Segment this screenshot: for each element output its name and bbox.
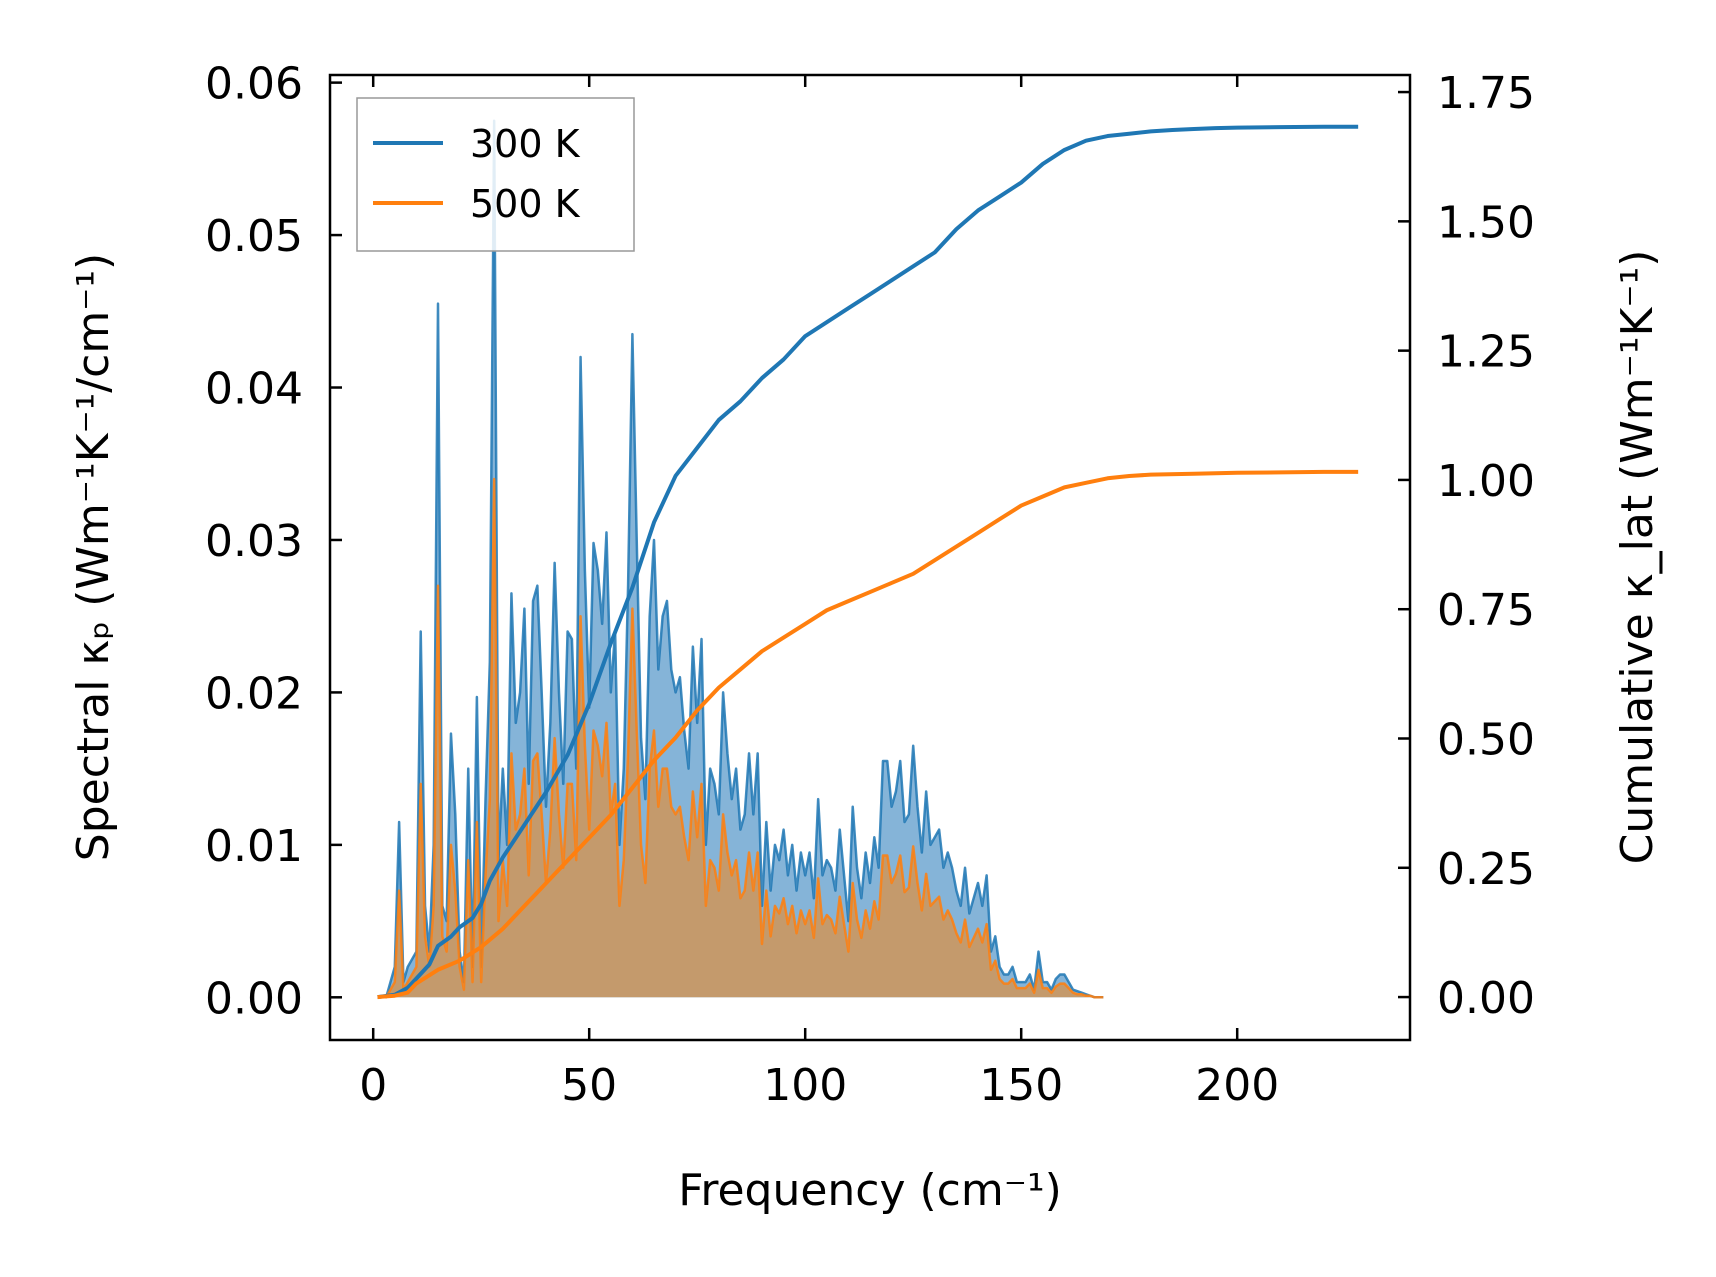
legend-label-500k: 500 K (470, 182, 581, 226)
x-tick-label: 200 (1195, 1060, 1279, 1111)
x-tick-label: 150 (979, 1060, 1063, 1111)
y-left-tick-label: 0.05 (205, 211, 303, 262)
y-right-axis-title: Cumulative κ_lat (Wm⁻¹K⁻¹) (1612, 250, 1663, 865)
legend-box (356, 97, 635, 252)
spectral-line-500k (377, 477, 1104, 999)
y-left-tick-label: 0.00 (205, 973, 303, 1024)
legend-label-300k: 300 K (470, 122, 581, 166)
y-right-tick-label: 1.00 (1437, 456, 1535, 507)
y-left-axis-title: Spectral κₚ (Wm⁻¹K⁻¹/cm⁻¹) (68, 253, 119, 861)
plot-frame (328, 73, 1412, 1042)
legend: 300 K 500 K (356, 97, 635, 252)
x-tick-label: 50 (561, 1060, 617, 1111)
y-right-tick-label: 0.75 (1437, 585, 1535, 636)
series-layer (377, 119, 1359, 1000)
y-left-tick-label: 0.04 (205, 364, 303, 415)
ticks-layer (330, 75, 1410, 1040)
y-right-tick-label: 1.25 (1437, 327, 1535, 378)
y-right-tick-label: 0.25 (1437, 844, 1535, 895)
y-left-tick-label: 0.06 (205, 59, 303, 110)
y-left-tick-label: 0.02 (205, 668, 303, 719)
y-left-tick-label: 0.03 (205, 516, 303, 567)
spectral-line-300k (377, 119, 1104, 999)
y-right-tick-label: 1.50 (1437, 197, 1535, 248)
y-right-tick-label: 0.00 (1437, 973, 1535, 1024)
y-right-tick-label: 1.75 (1437, 68, 1535, 119)
cumulative-line-500k (377, 469, 1359, 1000)
x-tick-label: 0 (359, 1060, 387, 1111)
y-left-tick-label: 0.01 (205, 821, 303, 872)
x-axis-title: Frequency (cm⁻¹) (678, 1165, 1062, 1216)
y-right-tick-label: 0.50 (1437, 715, 1535, 766)
x-tick-label: 100 (763, 1060, 847, 1111)
cumulative-line-300k (377, 124, 1359, 1000)
spectral-area-300k (377, 120, 1104, 998)
labels-layer: 0 50 100 150 200 0.00 0.01 0.02 0.03 0.04 0.05 0.06… (205, 59, 1535, 1111)
